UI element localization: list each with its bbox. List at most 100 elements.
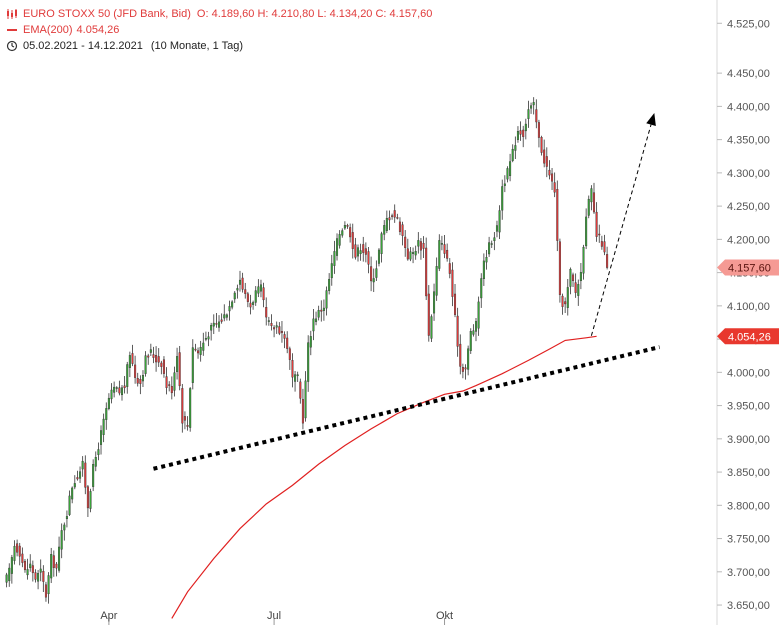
candle-body [231, 301, 234, 308]
candle-body [307, 342, 310, 382]
candle-body [506, 168, 509, 180]
ema-badge-label: 4.054,26 [728, 331, 771, 343]
candle-body [189, 388, 192, 428]
candle-body [47, 575, 50, 595]
ema-value: 4.054,26 [76, 24, 120, 36]
candle-body [113, 386, 116, 393]
candle-body [503, 183, 506, 186]
candle-body [44, 584, 47, 598]
y-tick-label: 3.750,00 [727, 534, 770, 546]
candle-body [362, 244, 365, 253]
candle-body [396, 217, 399, 219]
candle-body [566, 287, 569, 308]
candle-body [197, 350, 200, 354]
candle-body [244, 289, 247, 294]
candle-body [540, 137, 543, 153]
candle-body [273, 327, 276, 330]
candle-body [21, 553, 24, 563]
candle-body [558, 241, 561, 295]
candle-body [236, 288, 239, 291]
candle-body [58, 546, 61, 571]
candle-body [286, 337, 289, 349]
candle-body [364, 248, 367, 255]
candle-body [477, 301, 480, 329]
candle-body [31, 565, 34, 574]
candle-body [509, 161, 512, 176]
candle-body [320, 309, 323, 312]
candle-body [288, 348, 291, 360]
candle-body [401, 224, 404, 236]
candle-body [257, 286, 260, 294]
candle-body [474, 321, 478, 332]
candle-body [524, 123, 527, 132]
candle-body [467, 348, 470, 370]
candle-body [291, 360, 294, 378]
legend-instrument-row: EURO STOXX 50 (JFD Bank, Bid) O: 4.189,6… [6, 6, 432, 22]
candle-body [592, 192, 596, 213]
candle-body [115, 387, 118, 389]
candle-body [262, 287, 265, 301]
candle-body [71, 487, 74, 500]
candle-body [454, 293, 457, 315]
candle-body [388, 217, 391, 221]
y-tick-label: 3.850,00 [727, 467, 770, 479]
candle-body [223, 314, 226, 319]
candle-body [385, 218, 388, 231]
ema-badge: 4.054,26 [717, 328, 779, 345]
projection-arrowhead [646, 113, 656, 126]
candle-body [372, 278, 375, 283]
candle-body [312, 318, 315, 332]
candle-body [514, 145, 517, 151]
candle-body [265, 307, 268, 318]
candle-body [252, 302, 255, 305]
candle-body [488, 242, 491, 255]
candle-body [170, 386, 173, 394]
candle-body [341, 230, 344, 236]
candle-body [68, 495, 71, 515]
candle-body [254, 290, 257, 303]
candle-body [210, 325, 213, 331]
candle-body [194, 348, 197, 351]
candle-body [391, 215, 394, 217]
candle-body [215, 323, 218, 325]
candle-body [128, 355, 131, 368]
candle-body [461, 367, 464, 372]
x-tick-label: Apr [100, 610, 117, 622]
candle-body [84, 462, 87, 488]
candle-body [120, 387, 124, 396]
candle-body [419, 241, 422, 251]
candle-body [152, 354, 155, 358]
y-tick-label: 4.400,00 [727, 101, 770, 113]
chart-period: (10 Monate, 1 Tag) [150, 40, 244, 52]
candle-body [527, 109, 530, 119]
candle-body [136, 378, 139, 384]
candle-body [414, 251, 417, 256]
candle-body [435, 266, 438, 296]
candle-body [383, 225, 386, 235]
candle-body [469, 331, 472, 351]
candle-body [29, 563, 32, 569]
candle-body [582, 246, 585, 274]
last-price-badge-shape [717, 259, 779, 276]
candle-body [354, 244, 357, 258]
candle-body [595, 211, 598, 237]
candle-body [603, 241, 606, 253]
candle-body [212, 322, 215, 327]
candle-body [322, 307, 325, 311]
candle-body [569, 268, 572, 287]
candle-body [598, 233, 601, 236]
candle-body [299, 381, 302, 399]
candle-body [333, 251, 336, 266]
candle-body [73, 483, 76, 488]
candle-body [440, 243, 443, 245]
x-tick-label: Jul [267, 610, 281, 622]
candle-body [553, 182, 556, 193]
y-tick-label: 4.200,00 [727, 234, 770, 246]
candle-body [149, 349, 152, 353]
y-tick-label: 4.525,00 [727, 18, 770, 30]
candle-body [296, 374, 299, 377]
candle-body [349, 227, 352, 238]
candlestick-icon [7, 9, 17, 19]
candle-body [86, 486, 89, 509]
